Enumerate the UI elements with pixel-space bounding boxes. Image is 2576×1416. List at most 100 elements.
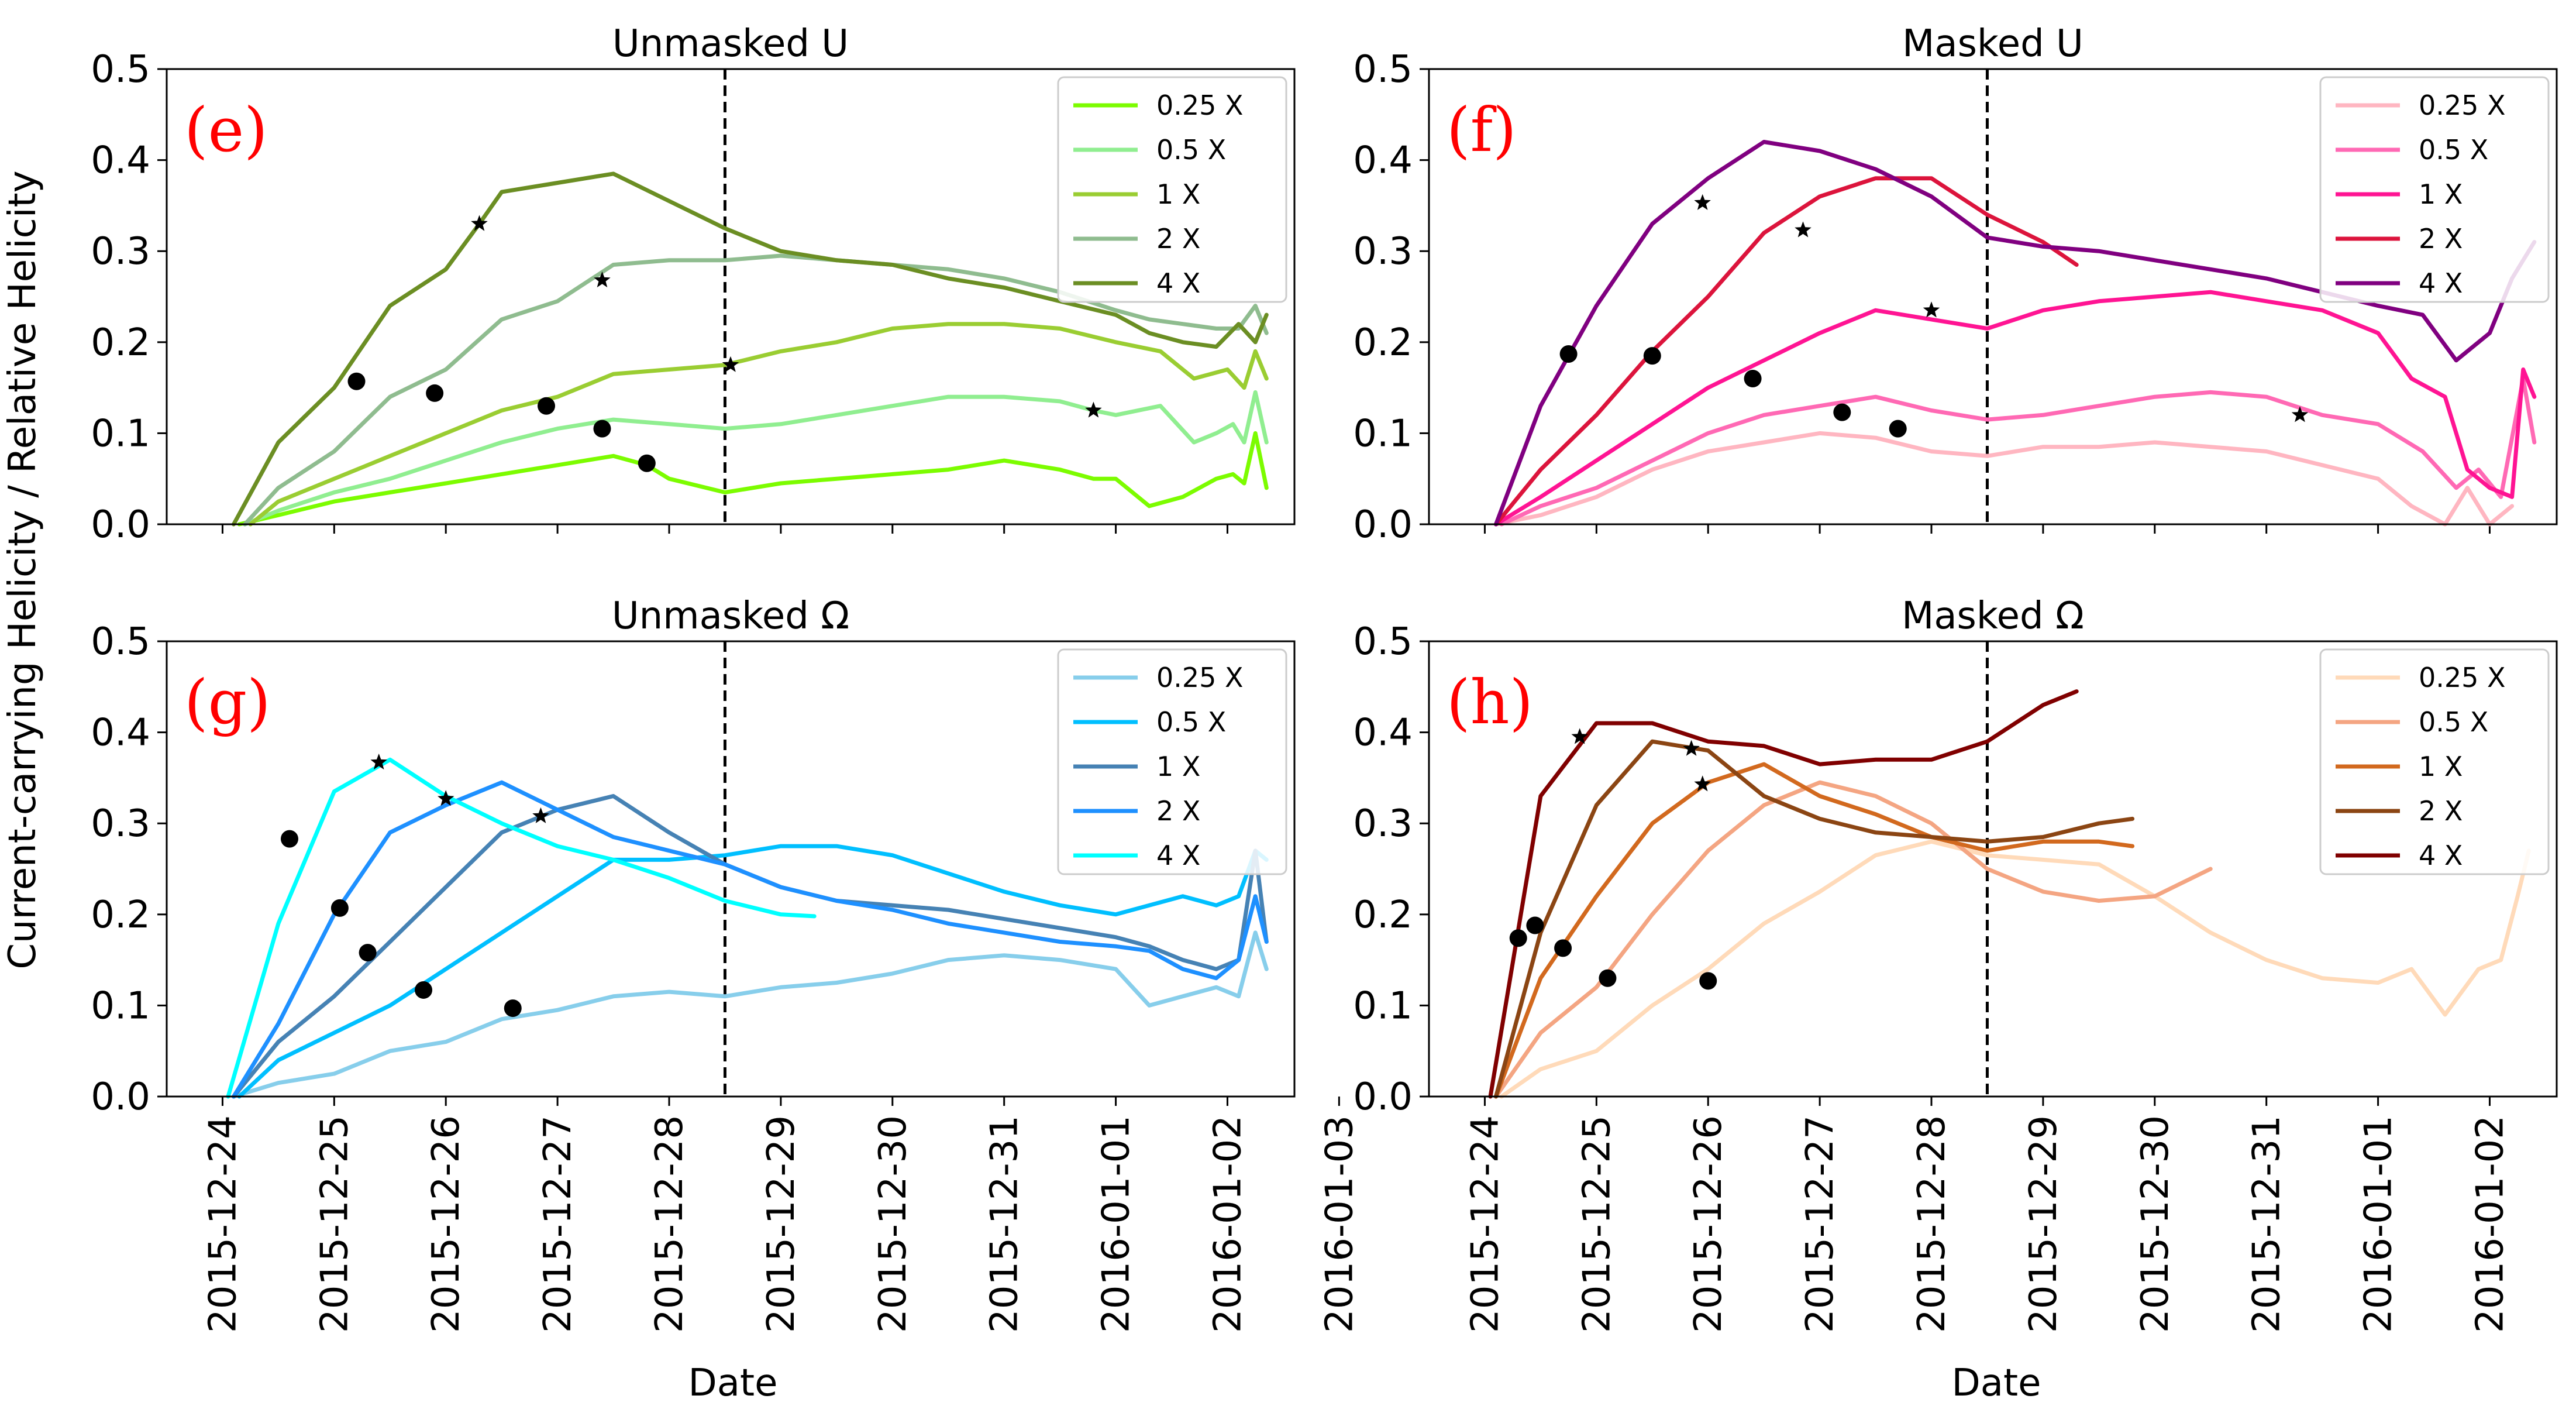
legend-label: 1 X: [1156, 178, 1200, 210]
legend: 0.25 X 0.5 X 1 X 2 X 4 X: [2319, 648, 2550, 875]
x-tick-label: 2015-12-30: [872, 1115, 915, 1333]
x-tick-label: 2015-12-29: [2022, 1115, 2065, 1333]
circle-marker: [593, 420, 611, 438]
legend-label: 0.5 X: [2419, 706, 2488, 738]
panel-label: (h): [1447, 666, 1533, 738]
y-tick-label: 0.2: [91, 893, 150, 937]
circle-marker: [347, 372, 366, 390]
x-tick-label: 2015-12-26: [425, 1115, 468, 1333]
circle-marker: [1554, 939, 1572, 957]
panel-label: (g): [184, 666, 271, 738]
legend-label: 4 X: [1156, 840, 1200, 871]
x-tick-label: 2015-12-31: [983, 1115, 1027, 1333]
y-tick-label: 0.0: [1353, 1075, 1413, 1119]
legend-label: 1 X: [1156, 751, 1200, 782]
circle-marker: [1699, 972, 1717, 990]
series-line: [1499, 376, 2537, 527]
legend-label: 2 X: [2419, 223, 2463, 255]
series-line: [226, 757, 817, 1099]
star-marker: [1694, 775, 1711, 792]
circle-marker: [1559, 345, 1578, 363]
x-tick-label: 2015-12-31: [2246, 1115, 2289, 1333]
circle-marker: [1599, 969, 1617, 987]
series-line: [232, 171, 1269, 527]
y-tick-label: 0.1: [91, 412, 150, 455]
series-line: [1494, 780, 2213, 1099]
circle-marker: [280, 830, 298, 848]
series-line: [1494, 739, 2135, 1099]
legend-box: [2319, 76, 2550, 303]
x-tick-label: 2015-12-28: [1910, 1115, 1954, 1333]
star-marker: [438, 790, 454, 806]
series-line: [1494, 176, 2079, 527]
x-tick-label: 2016-01-01: [1095, 1115, 1138, 1333]
star-marker: [1923, 301, 1940, 318]
panel-unmasked-omega: Unmasked Ω 0.0 0.1 0.2 0.3 0.4 0.5 2015-12-24 20…: [91, 594, 1361, 1333]
legend-box: [1057, 76, 1287, 303]
y-tick-label: 0.4: [91, 712, 150, 755]
circle-marker: [359, 944, 377, 962]
star-marker: [722, 356, 739, 372]
circle-marker: [1744, 370, 1762, 388]
x-tick-label: 2015-12-24: [201, 1115, 244, 1333]
chart-title: Unmasked Ω: [612, 594, 849, 638]
y-tick-label: 0.4: [1353, 712, 1413, 755]
legend-label: 0.5 X: [1156, 706, 1226, 738]
star-marker: [532, 807, 549, 823]
series-line: [1494, 762, 2135, 1099]
series-line: [1494, 431, 2515, 527]
series-line: [1494, 290, 2537, 527]
chart-title: Masked U: [1902, 22, 2083, 66]
circle-marker: [330, 899, 349, 917]
axes-frame: [166, 640, 1296, 1098]
y-tick-label: 0.3: [1353, 802, 1413, 846]
y-tick-label: 0.0: [91, 1075, 150, 1119]
y-tick-label: 0.5: [1353, 620, 1413, 664]
figure-ylabel: Current-carrying Helicity / Relative Hel…: [1, 170, 44, 969]
legend-label: 0.25 X: [2419, 90, 2506, 121]
legend-label: 2 X: [2419, 795, 2463, 827]
legend: 0.25 X 0.5 X 1 X 2 X 4 X: [1057, 648, 1287, 875]
circle-marker: [1526, 916, 1544, 934]
legend: 0.25 X 0.5 X 1 X 2 X 4 X: [1057, 76, 1287, 303]
panel-masked-u: Masked U 0.0 0.1 0.2 0.3 0.4 0.5 (f) 0.25 X 0.5 X…: [1353, 22, 2558, 547]
series-line: [232, 930, 1269, 1099]
legend-box: [2319, 648, 2550, 875]
legend-label: 2 X: [1156, 795, 1200, 827]
axes-frame: [1428, 68, 2558, 525]
legend-label: 1 X: [2419, 751, 2463, 782]
circle-marker: [638, 454, 656, 472]
x-tick-label: 2015-12-30: [2134, 1115, 2177, 1333]
x-tick-label: 2016-01-03: [1318, 1115, 1361, 1333]
legend-label: 4 X: [2419, 840, 2463, 871]
panel-label: (e): [184, 94, 268, 166]
legend: 0.25 X 0.5 X 1 X 2 X 4 X: [2319, 76, 2550, 303]
star-marker: [471, 215, 488, 231]
y-tick-label: 0.1: [1353, 984, 1413, 1027]
chart-title: Masked Ω: [1902, 594, 2084, 638]
y-tick-label: 0.0: [91, 503, 150, 547]
series-line: [1488, 689, 2079, 1099]
series-line: [248, 322, 1269, 527]
series-line: [1494, 140, 2537, 527]
legend-label: 2 X: [1156, 223, 1200, 255]
series-line: [237, 431, 1269, 527]
y-tick-label: 0.3: [91, 230, 150, 273]
axes-frame: [166, 68, 1296, 525]
star-marker: [594, 271, 611, 288]
star-marker: [2291, 406, 2309, 422]
y-tick-label: 0.2: [91, 321, 150, 365]
legend-label: 0.25 X: [1156, 662, 1244, 693]
chart-title: Unmasked U: [612, 22, 849, 66]
series-line: [1499, 839, 2531, 1099]
y-tick-label: 0.3: [91, 802, 150, 846]
star-marker: [1085, 401, 1102, 418]
y-tick-label: 0.5: [91, 620, 150, 664]
legend-label: 1 X: [2419, 178, 2463, 210]
circle-marker: [1643, 347, 1661, 365]
x-tick-label: 2016-01-02: [1206, 1115, 1249, 1333]
x-tick-label: 2016-01-01: [2357, 1115, 2401, 1333]
y-tick-label: 0.4: [91, 139, 150, 183]
y-tick-label: 0.1: [91, 984, 150, 1027]
panel-masked-omega: Masked Ω 0.0 0.1 0.2 0.3 0.4 0.5 2015-12-24 2015…: [1353, 594, 2558, 1333]
